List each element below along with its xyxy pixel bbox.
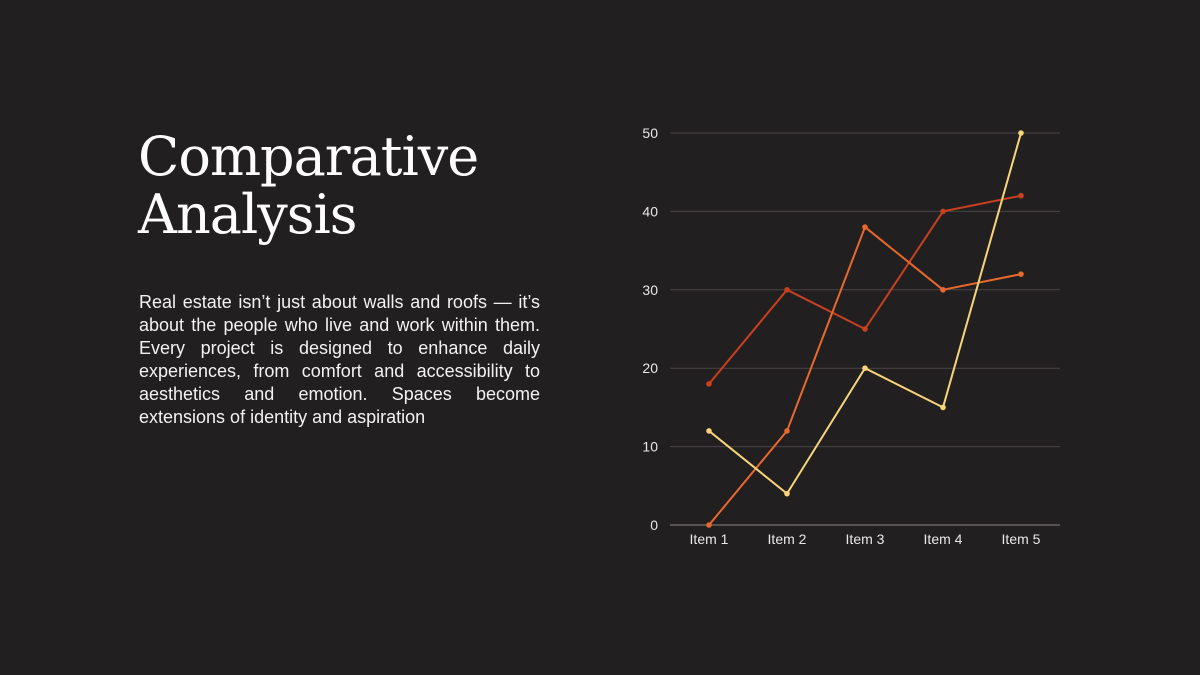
title-line-1: Comparative [138, 125, 479, 188]
series-3-point-2 [784, 490, 790, 497]
y-tick-label-20: 20 [642, 360, 658, 376]
title-line-2: Analysis [138, 183, 357, 246]
y-tick-label-10: 10 [642, 439, 658, 455]
series-line-2 [708, 226, 1022, 526]
x-tick-label-2: Item 2 [768, 531, 807, 547]
series-3-point-1 [706, 428, 712, 434]
y-tick-label-40: 40 [642, 203, 658, 219]
series-2-point-3 [862, 224, 868, 230]
x-tick-label-3: Item 3 [846, 531, 885, 547]
series-1-point-1 [706, 381, 712, 387]
y-tick-label-0: 0 [650, 517, 658, 533]
series-3-point-3 [862, 365, 868, 371]
series-2-point-2 [784, 428, 790, 434]
series-2-point-1 [706, 522, 712, 528]
series-1-point-2 [784, 287, 790, 293]
series-1-point-5 [1018, 192, 1024, 199]
series-2-point-5 [1018, 271, 1024, 277]
y-tick-label-30: 30 [642, 282, 658, 298]
series-1-point-3 [862, 326, 868, 332]
x-tick-label-1: Item 1 [690, 531, 729, 547]
x-tick-label-5: Item 5 [1002, 531, 1041, 547]
series-1-point-4 [940, 208, 946, 215]
series-2-point-4 [940, 287, 946, 293]
series-3-point-5 [1018, 130, 1024, 136]
series-3-point-4 [940, 404, 946, 411]
x-tick-label-4: Item 4 [924, 531, 963, 547]
series-line-3 [708, 132, 1022, 495]
line-chart: 0 10 20 30 40 50 Item 1 Item 2 Item 3 Item 4 Item … [642, 125, 1060, 547]
body-paragraph: Real estate isn’t just about walls and r… [139, 292, 540, 427]
y-tick-label-50: 50 [642, 125, 658, 141]
slide-title: Comparative Analysis [138, 128, 558, 244]
